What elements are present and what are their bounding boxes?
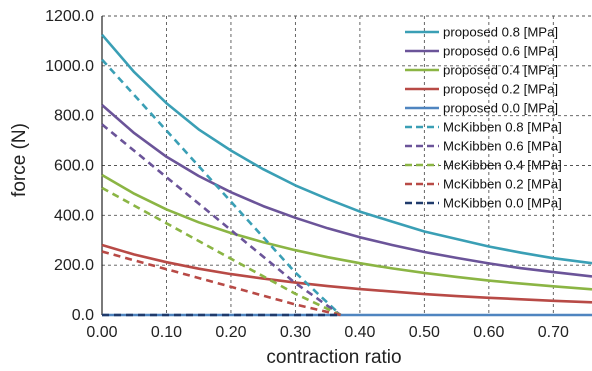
legend-label: McKibben 0.2 [MPa] — [443, 177, 562, 192]
series-line-6 — [101, 123, 342, 317]
legend-label: proposed 0.0 [MPa] — [443, 101, 558, 116]
series-line-5 — [101, 58, 342, 316]
legend-label: proposed 0.2 [MPa] — [443, 82, 558, 97]
series-line-2 — [101, 173, 592, 291]
y-axis-label: force (N) — [9, 123, 30, 197]
series-line-7 — [101, 186, 342, 317]
x-tick-label: 0.70 — [538, 324, 569, 341]
grid — [102, 15, 592, 315]
y-tick-label: 1000.0 — [45, 58, 94, 75]
x-tick-label: 0.10 — [151, 324, 182, 341]
series-line-8 — [101, 250, 341, 317]
y-tick-label: 1200.0 — [45, 8, 94, 25]
x-tick-label: 0.30 — [280, 324, 311, 341]
series-line-1 — [101, 104, 592, 278]
legend-label: McKibben 0.0 [MPa] — [443, 196, 562, 211]
x-tick-label: 0.50 — [409, 324, 440, 341]
x-tick-label: 0.40 — [344, 324, 375, 341]
legend-label: McKibben 0.8 [MPa] — [443, 120, 562, 135]
x-axis-label: contraction ratio — [266, 347, 401, 368]
legend-label: McKibben 0.6 [MPa] — [443, 139, 562, 154]
series-line-3 — [101, 243, 592, 304]
y-tick-label: 800.0 — [54, 108, 94, 125]
y-tick-label: 200.0 — [54, 257, 94, 274]
y-tick-label: 0.0 — [72, 307, 94, 324]
series-line-0 — [101, 33, 592, 265]
x-tick-label: 0.20 — [215, 324, 246, 341]
y-tick-label: 400.0 — [54, 207, 94, 224]
legend-label: proposed 0.8 [MPa] — [443, 25, 558, 40]
legend-label: proposed 0.6 [MPa] — [443, 44, 558, 59]
legend-label: McKibben 0.4 [MPa] — [443, 158, 562, 173]
y-tick-label: 600.0 — [54, 158, 94, 175]
series-lines — [101, 33, 592, 317]
legend: proposed 0.8 [MPa] proposed 0.6 [MPa] prop… — [405, 25, 562, 211]
x-tick-label: 0.00 — [86, 324, 117, 341]
x-tick-label: 0.60 — [473, 324, 504, 341]
legend-label: proposed 0.4 [MPa] — [443, 63, 558, 78]
